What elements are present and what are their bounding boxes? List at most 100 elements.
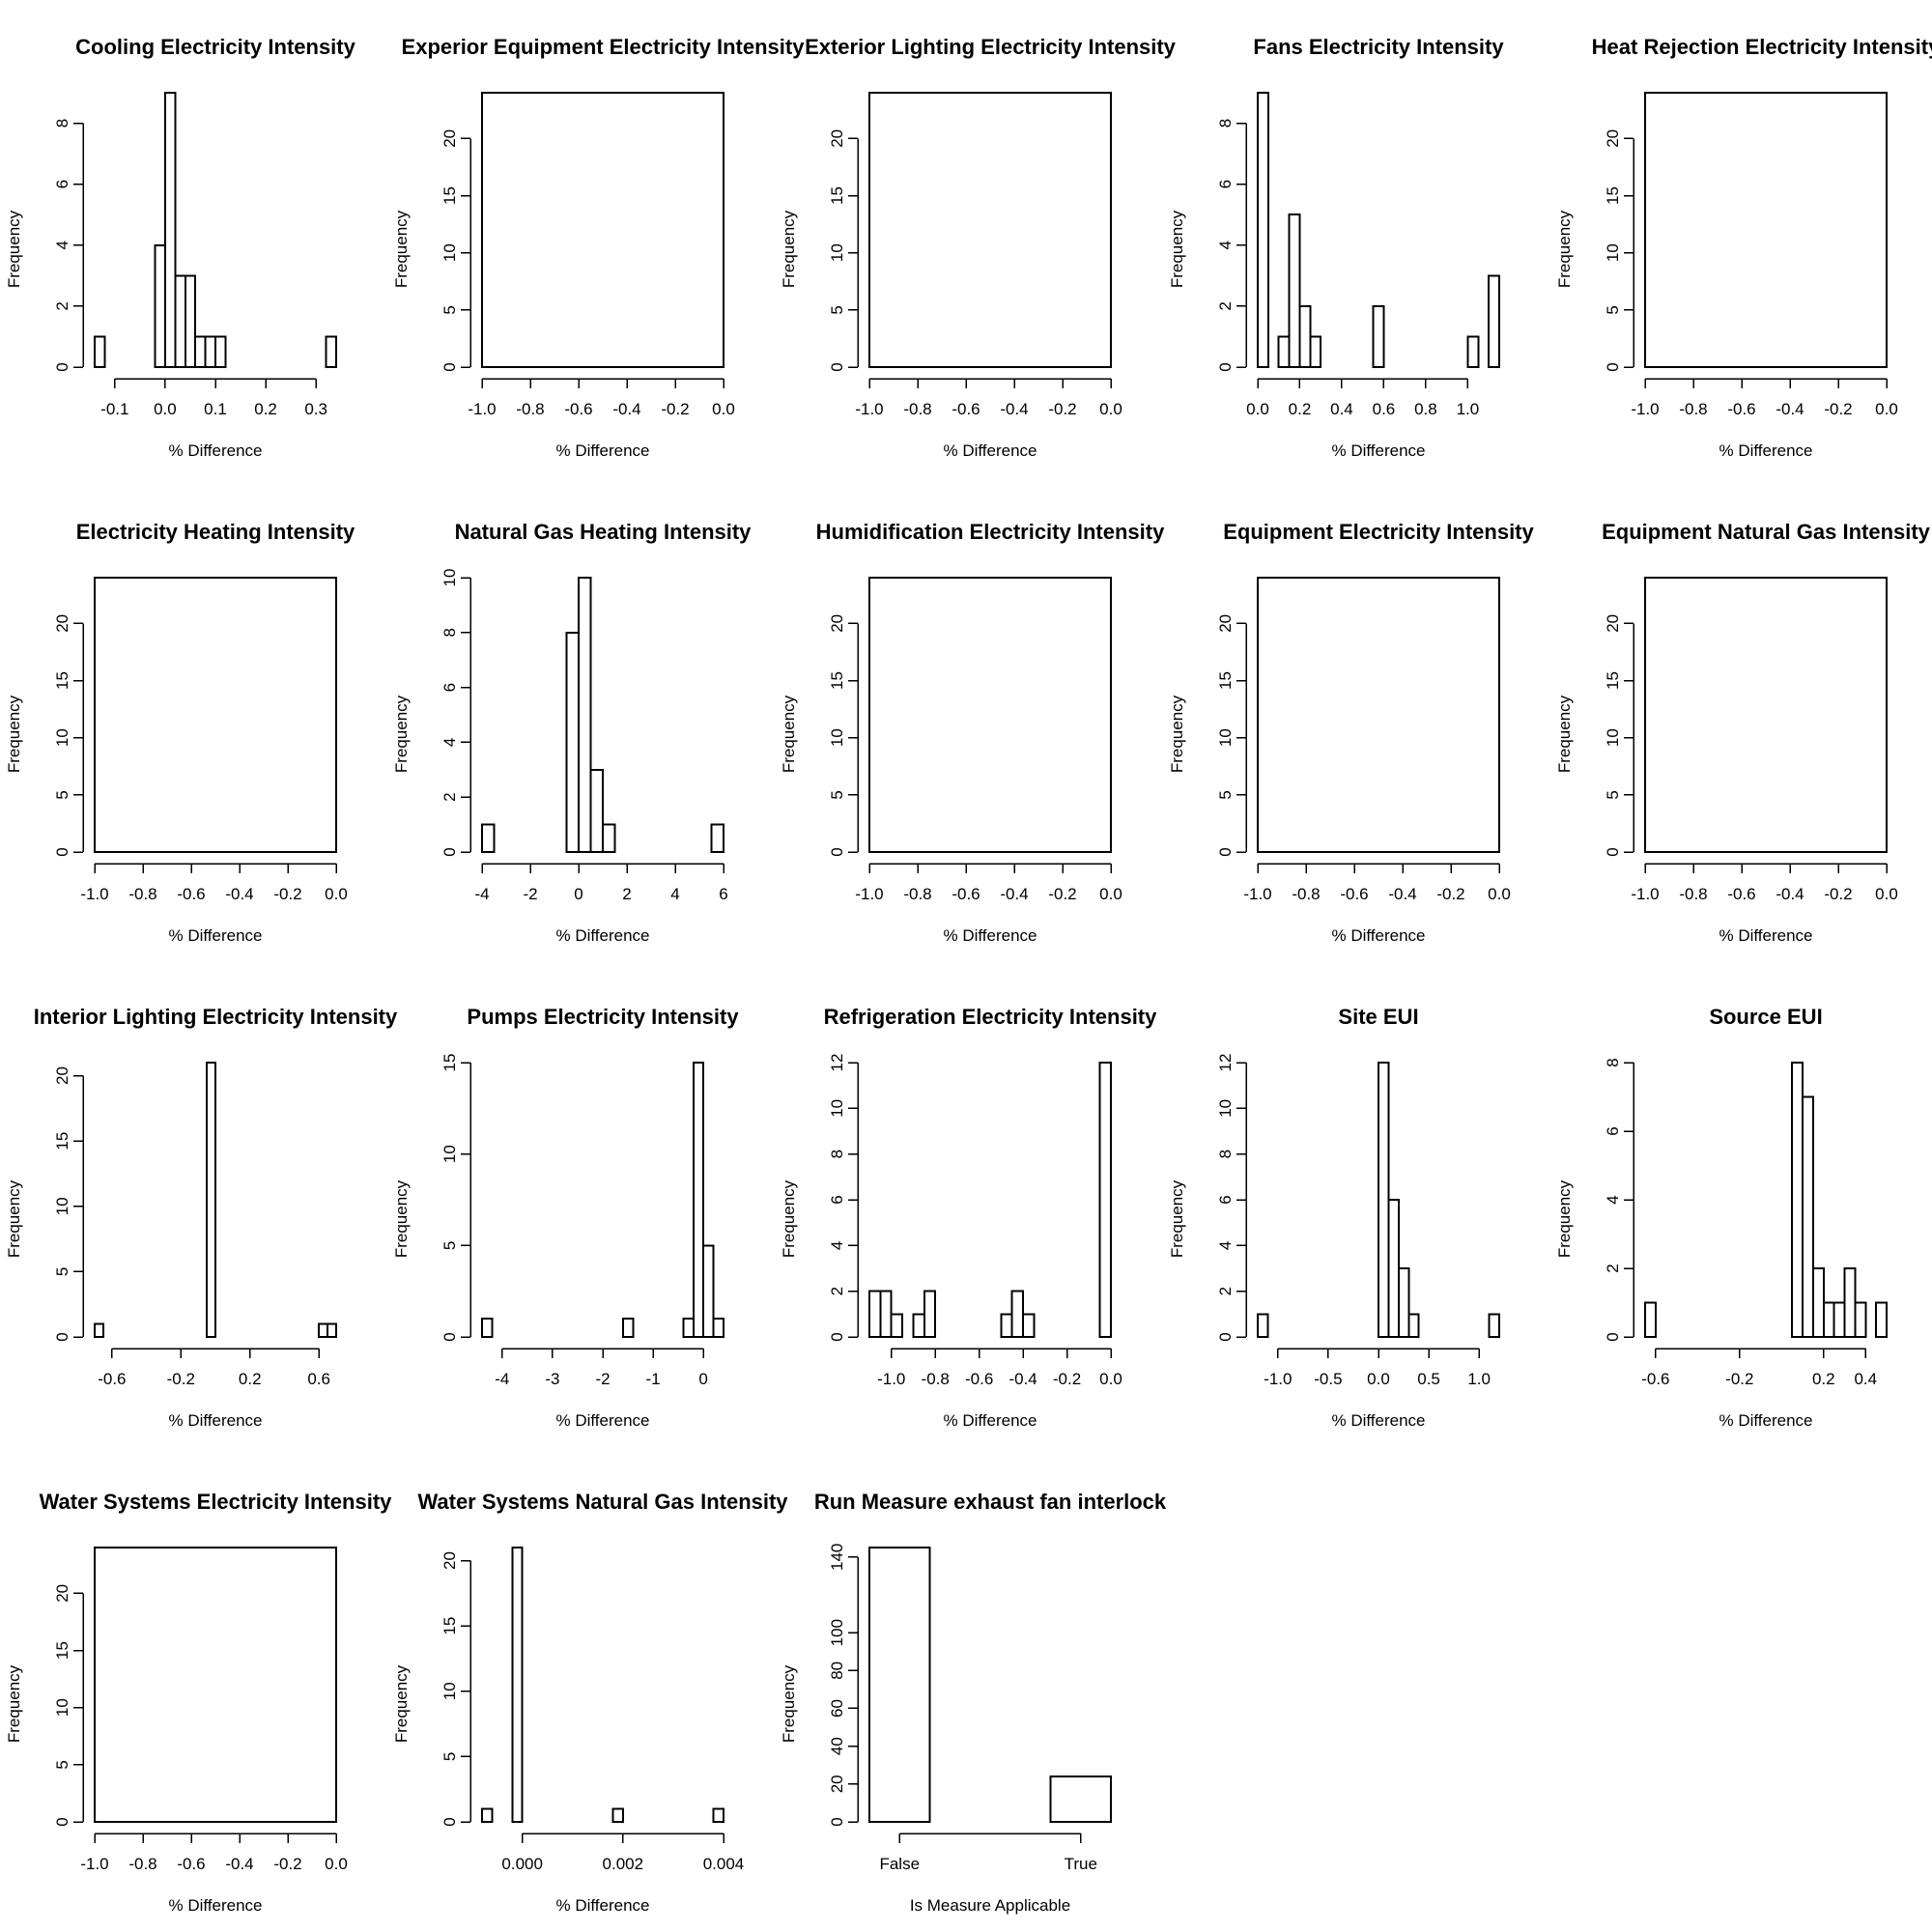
x-tick-label: -0.8 xyxy=(128,885,156,903)
y-tick-label: 8 xyxy=(1216,1150,1235,1158)
x-tick-label: 0.0 xyxy=(1246,400,1269,418)
panel-title: Pumps Electricity Intensity xyxy=(467,1005,739,1029)
histogram-bar xyxy=(1488,1313,1501,1339)
histogram-bar xyxy=(1257,92,1269,368)
y-tick-label: 6 xyxy=(1216,1195,1235,1204)
histogram-bar xyxy=(184,274,197,369)
x-tick-label: 0.2 xyxy=(254,400,277,418)
y-tick-label: 8 xyxy=(53,119,71,128)
x-tick-label: -0.6 xyxy=(952,400,980,418)
x-tick-label: 0.002 xyxy=(603,1855,644,1873)
x-tick-label: 0.0 xyxy=(1099,885,1122,903)
y-tick-label: 10 xyxy=(53,1197,71,1215)
y-tick-label: 4 xyxy=(1604,1195,1622,1204)
histogram-bar xyxy=(94,577,337,853)
x-tick-label: 0.4 xyxy=(1854,1370,1877,1388)
x-tick-label: 1.0 xyxy=(1467,1370,1491,1388)
y-tick-label: 5 xyxy=(440,305,459,314)
x-axis-label: % Difference xyxy=(168,926,262,945)
x-tick-label: -4 xyxy=(495,1370,509,1388)
y-tick-label: 5 xyxy=(53,1267,71,1276)
y-tick-label: 5 xyxy=(1216,790,1235,799)
histogram-bar xyxy=(1277,335,1291,369)
histogram-panel: Fans Electricity Intensity 0 2 4 6 8 0.0 0.2 0.4… xyxy=(1168,35,1504,460)
y-tick-label: 4 xyxy=(1216,1241,1235,1250)
y-axis-label: Frequency xyxy=(392,210,411,288)
panel-title: Refrigeration Electricity Intensity xyxy=(824,1005,1158,1029)
y-tick-label: 15 xyxy=(53,671,71,690)
histogram-bar xyxy=(890,1313,904,1339)
y-axis-label: Frequency xyxy=(5,1179,23,1258)
y-tick-label: 6 xyxy=(1216,180,1235,188)
y-tick-label: 0 xyxy=(1216,1332,1235,1341)
x-tick-label: -0.6 xyxy=(177,1855,205,1873)
panel-title: Equipment Electricity Intensity xyxy=(1223,520,1534,544)
x-tick-label: -0.2 xyxy=(661,400,689,418)
histogram-panel: Refrigeration Electricity Intensity 0 2 4 6 8… xyxy=(780,1005,1157,1430)
x-axis-label: % Difference xyxy=(168,441,262,460)
x-tick-label: -1 xyxy=(646,1370,661,1388)
histogram-bar xyxy=(1387,1199,1400,1338)
panel-title: Electricity Heating Intensity xyxy=(76,520,355,544)
y-tick-label: 5 xyxy=(1604,305,1622,314)
x-tick-label: -0.4 xyxy=(1776,885,1804,903)
x-tick-label: 2 xyxy=(622,885,631,903)
histogram-bar xyxy=(1822,1301,1835,1338)
histogram-bar xyxy=(868,1290,882,1338)
panel-title: Cooling Electricity Intensity xyxy=(75,35,355,59)
y-tick-label: 2 xyxy=(828,1287,846,1295)
histogram-bar xyxy=(325,335,338,369)
histogram-bar xyxy=(1372,304,1385,368)
x-tick-label: -0.4 xyxy=(1000,885,1028,903)
x-tick-label: 0.5 xyxy=(1417,1370,1440,1388)
histogram-bar xyxy=(1843,1267,1857,1338)
x-tick-label: 0.0 xyxy=(1488,885,1511,903)
x-tick-label: -0.8 xyxy=(922,1370,950,1388)
y-tick-label: 12 xyxy=(828,1054,846,1072)
y-tick-label: 0 xyxy=(53,1332,71,1341)
x-tick-label: 4 xyxy=(670,885,679,903)
x-tick-label: -0.4 xyxy=(1000,400,1028,418)
x-tick-label: -0.6 xyxy=(98,1370,126,1388)
x-tick-label: -0.2 xyxy=(1725,1370,1753,1388)
histogram-bar xyxy=(1802,1095,1814,1338)
x-tick-label: -0.4 xyxy=(612,400,640,418)
y-tick-label: 0 xyxy=(53,1817,71,1826)
x-tick-label: -0.6 xyxy=(1340,885,1368,903)
y-tick-label: 2 xyxy=(440,792,459,801)
histogram-panel: Cooling Electricity Intensity 0 2 4 6 8 -0.1 0.… xyxy=(5,35,356,460)
panel-title: Natural Gas Heating Intensity xyxy=(455,520,753,544)
x-tick-label: -0.2 xyxy=(1824,400,1852,418)
y-tick-label: 2 xyxy=(1604,1264,1622,1272)
y-tick-label: 20 xyxy=(53,614,71,633)
histogram-bar xyxy=(868,92,1112,368)
y-tick-label: 10 xyxy=(828,243,846,262)
x-tick-label: -2 xyxy=(523,885,537,903)
x-tick-label: 0.2 xyxy=(239,1370,262,1388)
y-tick-label: 10 xyxy=(53,728,71,747)
y-tick-label: 0 xyxy=(53,847,71,856)
histogram-bar xyxy=(1833,1301,1846,1338)
y-axis-label: Frequency xyxy=(1555,1179,1574,1258)
y-tick-label: 20 xyxy=(1216,614,1235,633)
x-tick-label: -0.2 xyxy=(1824,885,1852,903)
y-tick-label: 6 xyxy=(440,683,459,692)
panel-title: Water Systems Natural Gas Intensity xyxy=(417,1490,788,1514)
histogram-bar xyxy=(1644,92,1888,368)
y-tick-label: 10 xyxy=(828,728,846,747)
x-tick-label: -0.6 xyxy=(965,1370,993,1388)
x-tick-label: -1.0 xyxy=(855,400,883,418)
histogram-bar xyxy=(206,1062,216,1338)
histogram-bar xyxy=(327,1322,338,1339)
y-tick-label: 15 xyxy=(53,1132,71,1151)
y-tick-label: 0 xyxy=(1216,847,1235,856)
histogram-bar xyxy=(923,1290,937,1338)
histogram-bar xyxy=(682,1318,695,1338)
histogram-bar xyxy=(602,823,616,853)
y-axis-label: Frequency xyxy=(1168,1179,1186,1258)
histogram-bar xyxy=(1010,1290,1025,1338)
y-tick-label: 10 xyxy=(440,569,459,587)
histogram-bar xyxy=(1309,335,1322,369)
y-tick-label: 0 xyxy=(440,1817,459,1826)
y-axis-label: Frequency xyxy=(780,695,798,773)
